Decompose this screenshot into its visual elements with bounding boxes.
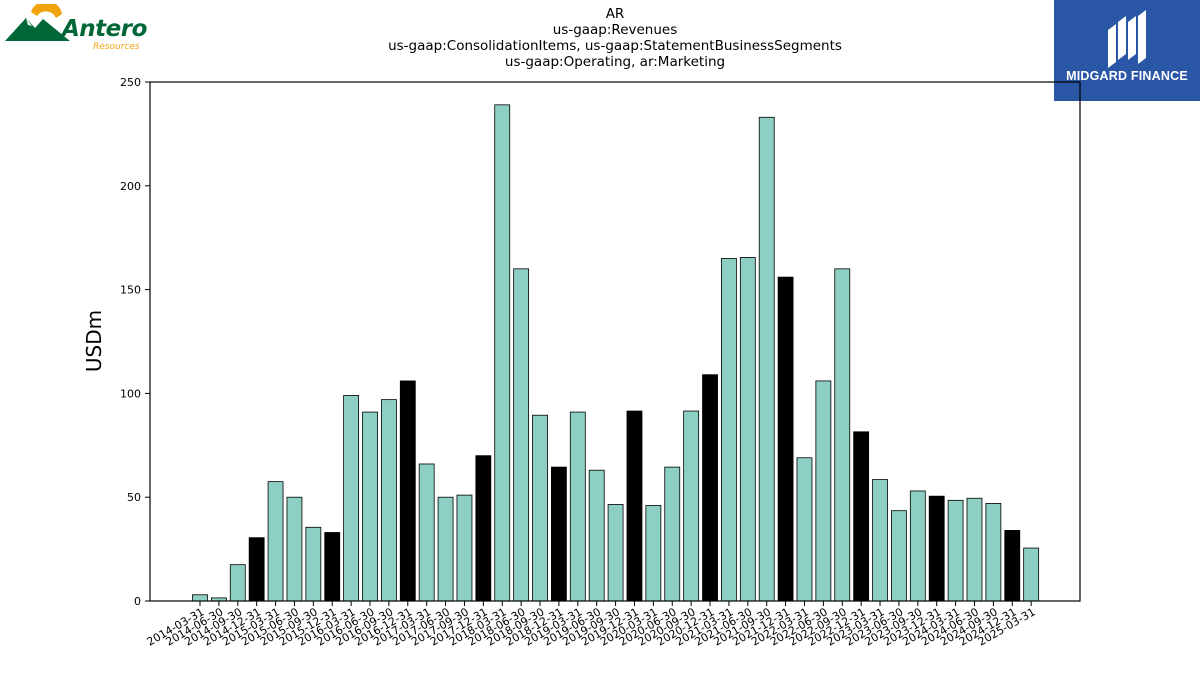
bar-2015-09-30 <box>305 526 322 602</box>
y-tick-label-50: 50 <box>127 491 141 504</box>
midgard-logo: MIDGARD FINANCE <box>1054 0 1200 101</box>
title-line-2: us-gaap:Revenues <box>552 22 678 38</box>
bar-2018-09-30 <box>532 414 548 602</box>
midgard-mark-icon <box>1108 10 1146 68</box>
y-tick-label-0: 0 <box>134 595 141 608</box>
bar-2014-09-30 <box>229 564 246 602</box>
bar-2014-03-31 <box>192 594 208 602</box>
bar-2022-03-31 <box>796 457 813 602</box>
bar-2022-06-30 <box>815 380 832 602</box>
bar-2020-06-30 <box>664 466 681 602</box>
bar-2022-12-31 <box>853 431 870 602</box>
bar-2021-09-30 <box>758 116 775 602</box>
bar-2023-12-31 <box>928 495 945 602</box>
y-tick-label-200: 200 <box>120 180 141 193</box>
bar-2018-12-31 <box>551 466 567 602</box>
bar-2024-09-30 <box>985 503 1002 602</box>
title-line-3: us-gaap:ConsolidationItems, us-gaap:Stat… <box>388 38 842 54</box>
bar-2020-09-30 <box>683 410 700 602</box>
bar-2015-03-31 <box>267 481 284 602</box>
bar-2021-06-30 <box>739 257 756 602</box>
bar-2018-06-30 <box>513 268 530 602</box>
bars-group <box>192 104 1040 602</box>
y-tick-label-250: 250 <box>120 76 141 89</box>
bar-2018-03-31 <box>494 104 511 602</box>
y-tick-label-100: 100 <box>120 387 141 400</box>
bar-2023-03-31 <box>872 479 888 602</box>
bar-2019-06-30 <box>588 469 605 602</box>
bar-2023-06-30 <box>891 510 907 602</box>
logo-brand-text: Antero <box>62 16 147 42</box>
x-axis: 2014-03-312014-06-302014-09-302014-12-31… <box>145 601 1038 649</box>
bar-2019-12-31 <box>626 410 643 602</box>
mountain-logo-icon <box>5 4 70 41</box>
bar-2015-12-31 <box>324 532 341 602</box>
bar-2016-03-31 <box>343 395 360 602</box>
bar-2024-03-31 <box>947 499 964 602</box>
bar-2020-12-31 <box>702 374 718 602</box>
y-tick-label-150: 150 <box>120 284 141 297</box>
bar-2016-06-30 <box>362 411 378 602</box>
chart-title: AR us-gaap:Revenues us-gaap:Consolidatio… <box>315 6 915 70</box>
bar-2024-06-30 <box>966 497 983 602</box>
midgard-brand-text: MIDGARD FINANCE <box>1066 69 1188 83</box>
title-line-4: us-gaap:Operating, ar:Marketing <box>504 54 726 70</box>
bar-2017-12-31 <box>475 455 492 602</box>
bar-2017-03-31 <box>418 463 435 602</box>
bar-2017-09-30 <box>456 494 473 602</box>
y-axis: 0 50 100 150 200 250 <box>120 76 150 608</box>
bar-2019-09-30 <box>607 504 624 602</box>
bar-2015-06-30 <box>286 496 303 602</box>
bar-2014-12-31 <box>248 537 265 602</box>
bar-2023-09-30 <box>909 490 926 602</box>
title-line-1: AR <box>605 6 625 22</box>
logo-tagline-text: Resources <box>93 42 140 52</box>
plot-frame <box>149 81 1081 602</box>
y-axis-label: USDm <box>82 310 106 372</box>
bar-2020-03-31 <box>645 505 662 602</box>
antero-logo: Antero Resources <box>4 4 147 54</box>
bar-2022-09-30 <box>834 268 851 602</box>
bar-2016-12-31 <box>399 380 416 602</box>
bar-2021-12-31 <box>777 276 794 602</box>
bar-2025-03-31 <box>1023 547 1040 602</box>
bar-2016-09-30 <box>380 399 397 602</box>
bar-2021-03-31 <box>721 258 737 602</box>
bar-2017-06-30 <box>437 496 454 602</box>
bar-2019-03-31 <box>569 411 586 602</box>
bar-2024-12-31 <box>1004 530 1021 602</box>
